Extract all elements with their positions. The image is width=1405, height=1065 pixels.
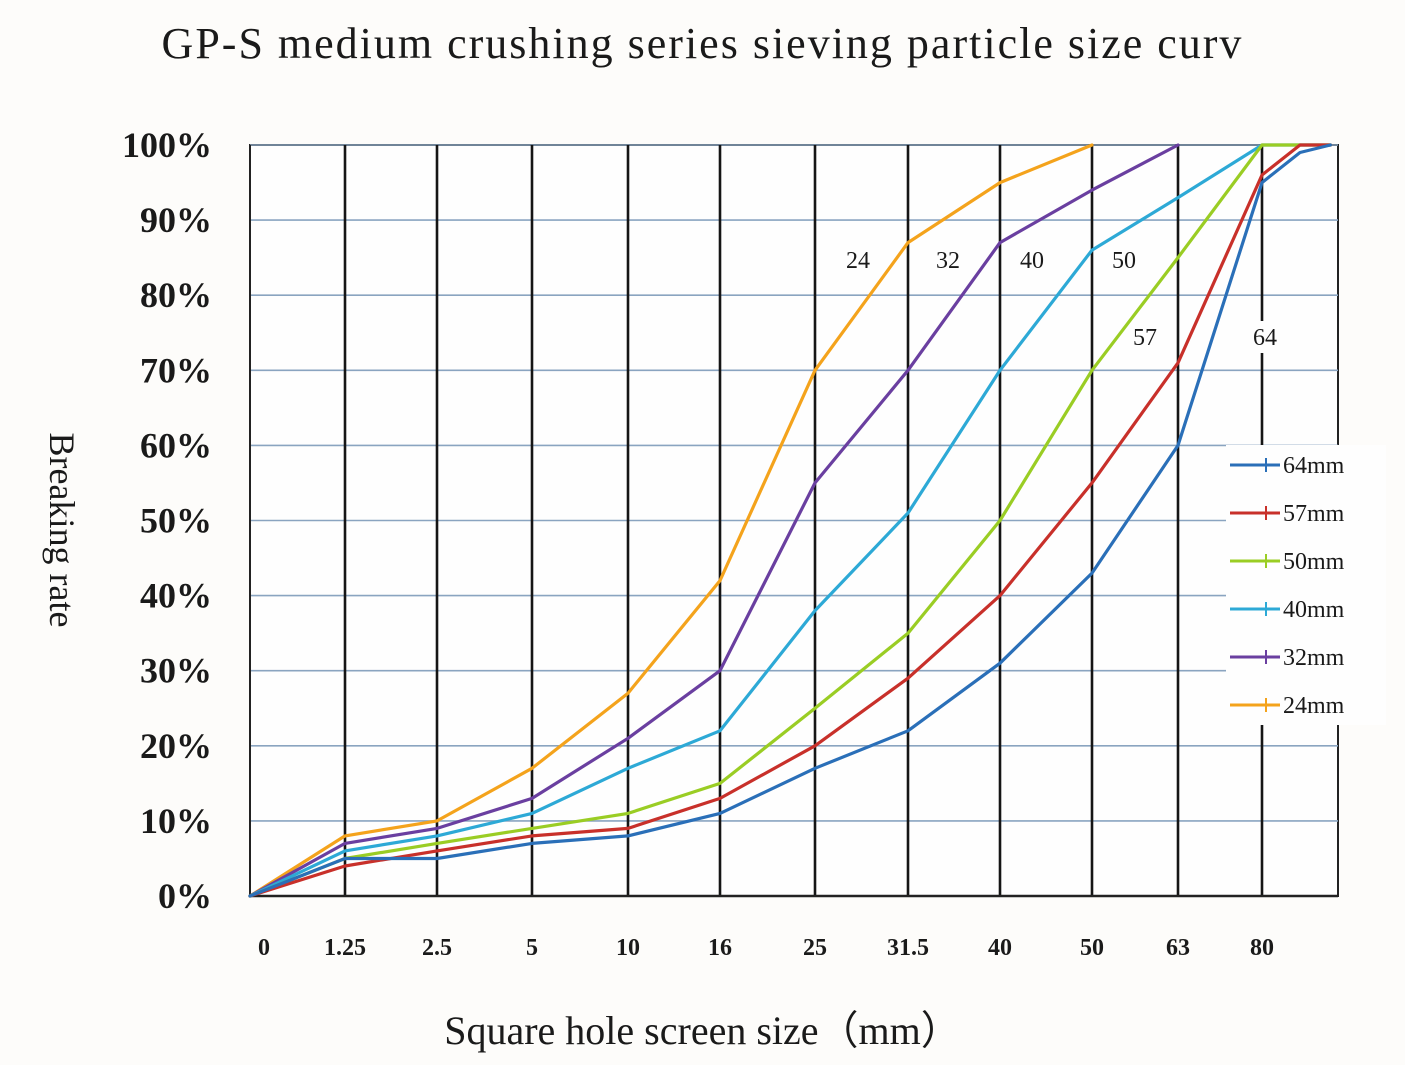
y-tick-label: 10% (140, 801, 212, 841)
x-tick-label: 50 (1080, 935, 1104, 961)
y-tick-label: 50% (140, 501, 212, 541)
series-line-32mm (248, 143, 1180, 898)
curve-label-50: 50 (1112, 248, 1136, 274)
x-tick-label: 10 (616, 935, 640, 961)
legend-label-50mm: 50mm (1283, 549, 1345, 575)
x-tick-label: 1.25 (324, 935, 366, 961)
legend-label-57mm: 57mm (1283, 501, 1345, 527)
x-tick-label: 63 (1166, 935, 1190, 961)
y-tick-label: 20% (140, 726, 212, 766)
y-tick-label: 40% (140, 576, 212, 616)
x-axis-label: Square hole screen size（mm） (444, 1008, 961, 1053)
legend-label-32mm: 32mm (1283, 645, 1345, 671)
x-tick-label: 40 (988, 935, 1012, 961)
y-tick-label: 60% (140, 425, 212, 465)
y-tick-label: 90% (140, 200, 212, 240)
curve-label-57: 57 (1133, 325, 1157, 351)
series-line-57mm (248, 143, 1332, 898)
y-tick-label: 80% (140, 275, 212, 315)
series-line-24mm (248, 143, 1094, 898)
y-tick-label: 100% (122, 125, 212, 165)
y-tick-label: 0% (158, 876, 212, 916)
chart-title: GP-S medium crushing series sieving part… (161, 19, 1244, 68)
legend-label-64mm: 64mm (1283, 453, 1345, 479)
x-tick-label: 16 (708, 935, 732, 961)
x-tick-label: 2.5 (422, 935, 452, 961)
x-tick-label: 25 (803, 935, 827, 961)
series-line-50mm (248, 143, 1332, 898)
y-tick-label: 30% (140, 651, 212, 691)
x-tick-label: 80 (1250, 935, 1274, 961)
curve-label-64: 64 (1253, 325, 1277, 351)
curve-label-bg (1243, 321, 1287, 353)
legend-label-24mm: 24mm (1283, 693, 1345, 719)
curve-label-32: 32 (936, 248, 960, 274)
x-tick-label: 31.5 (887, 935, 929, 961)
series-line-40mm (248, 143, 1332, 898)
y-tick-label: 70% (140, 350, 212, 390)
curve-label-40: 40 (1020, 248, 1044, 274)
curve-label-24: 24 (846, 248, 870, 274)
legend-label-40mm: 40mm (1283, 597, 1345, 623)
series-line-64mm (248, 143, 1332, 898)
x-tick-label: 5 (526, 935, 538, 961)
x-tick-label: 0 (258, 935, 270, 961)
legend-box (1226, 445, 1386, 725)
